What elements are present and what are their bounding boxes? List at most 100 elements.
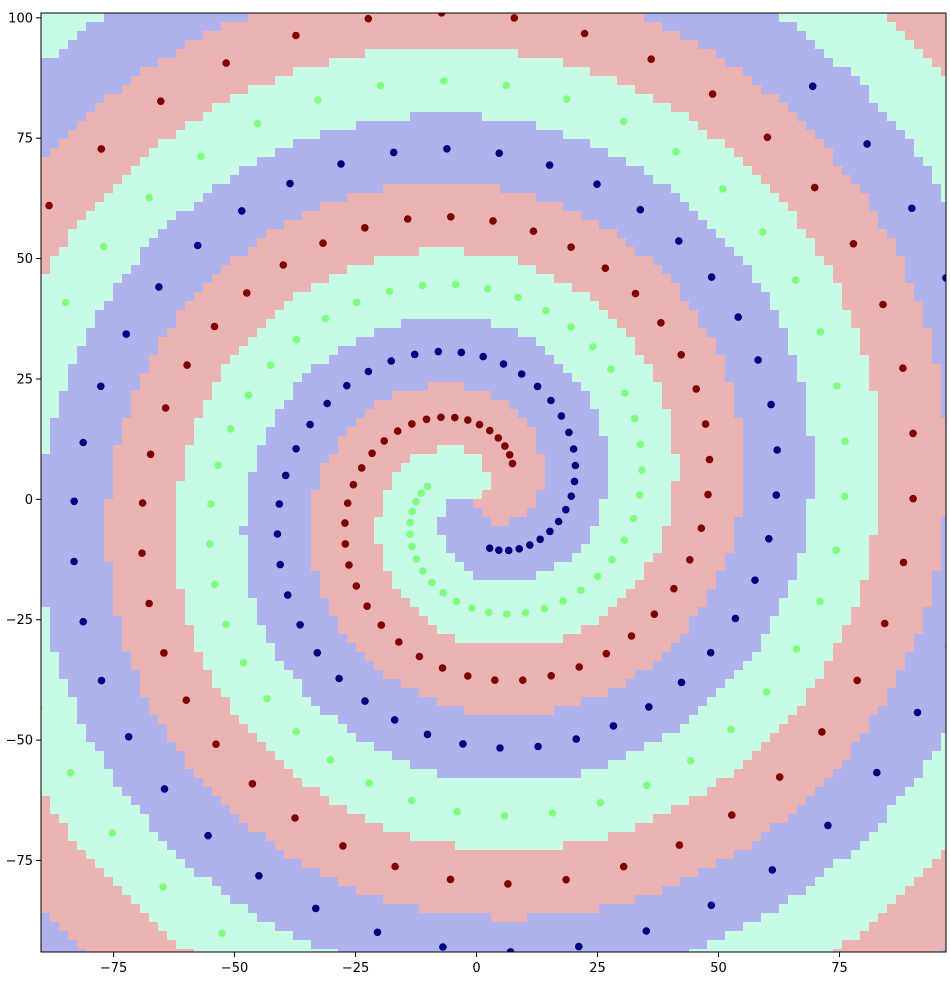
region-cell [266, 310, 276, 320]
region-cell [482, 94, 492, 104]
region-cell [428, 301, 438, 311]
region-cell [590, 76, 600, 86]
region-cell [680, 400, 690, 410]
region-cell [230, 454, 240, 464]
region-cell [473, 454, 483, 464]
region-cell [185, 103, 195, 113]
region-cell [590, 85, 600, 95]
region-cell [383, 112, 393, 122]
region-cell [905, 130, 915, 140]
region-cell [194, 13, 204, 23]
region-cell [239, 157, 249, 167]
region-cell [338, 265, 348, 275]
region-cell [788, 22, 798, 32]
region-cell [266, 346, 276, 356]
region-cell [896, 337, 906, 347]
region-cell [410, 229, 420, 239]
region-cell [887, 274, 897, 284]
region-cell [104, 148, 114, 158]
region-cell [635, 85, 645, 95]
region-cell [185, 247, 195, 257]
region-cell [716, 175, 726, 185]
region-cell [86, 310, 96, 320]
region-cell [50, 112, 60, 122]
region-cell [518, 175, 528, 185]
region-cell [50, 373, 60, 383]
region-cell [293, 373, 303, 383]
region-cell [455, 220, 465, 230]
region-cell [914, 121, 924, 131]
region-cell [86, 400, 96, 410]
region-cell [545, 229, 555, 239]
region-cell [734, 31, 744, 41]
region-cell [149, 103, 159, 113]
region-cell [230, 382, 240, 392]
region-cell [860, 247, 870, 257]
region-cell [779, 427, 789, 437]
region-cell [176, 229, 186, 239]
region-cell [563, 364, 573, 374]
region-cell [869, 382, 879, 392]
region-cell [419, 13, 429, 23]
region-cell [599, 319, 609, 329]
region-cell [869, 427, 879, 437]
region-cell [725, 193, 735, 203]
region-cell [203, 22, 213, 32]
region-cell [923, 238, 933, 248]
region-cell [212, 355, 222, 365]
region-cell [914, 31, 924, 41]
region-cell [437, 454, 447, 464]
region-cell [932, 355, 942, 365]
region-cell [293, 436, 303, 446]
region-cell [212, 301, 222, 311]
region-cell [455, 67, 465, 77]
region-cell [392, 130, 402, 140]
region-cell [671, 202, 681, 212]
region-cell [185, 148, 195, 158]
region-cell [374, 292, 384, 302]
region-cell [113, 121, 123, 131]
region-cell [770, 40, 780, 50]
region-cell [320, 157, 330, 167]
region-cell [914, 67, 924, 77]
region-cell [626, 436, 636, 446]
region-cell [536, 256, 546, 266]
region-cell [68, 40, 78, 50]
region-cell [590, 121, 600, 131]
region-cell [824, 175, 834, 185]
region-cell [527, 283, 537, 293]
region-cell [770, 427, 780, 437]
region-cell [914, 22, 924, 32]
region-cell [653, 202, 663, 212]
region-cell [329, 31, 339, 41]
region-cell [491, 76, 501, 86]
region-cell [203, 31, 213, 41]
region-cell [545, 346, 555, 356]
region-cell [77, 238, 87, 248]
region-cell [194, 427, 204, 437]
region-cell [59, 256, 69, 266]
region-cell [239, 193, 249, 203]
region-cell [770, 193, 780, 203]
region-cell [707, 193, 717, 203]
region-cell [635, 13, 645, 23]
region-cell [320, 229, 330, 239]
region-cell [248, 22, 258, 32]
region-cell [878, 13, 888, 23]
region-cell [311, 265, 321, 275]
region-cell [509, 238, 519, 248]
region-cell [401, 346, 411, 356]
region-cell [176, 139, 186, 149]
region-cell [491, 274, 501, 284]
region-cell [320, 355, 330, 365]
region-cell [572, 382, 582, 392]
region-cell [887, 94, 897, 104]
region-cell [914, 148, 924, 158]
region-cell [176, 85, 186, 95]
region-cell [743, 58, 753, 68]
region-cell [527, 85, 537, 95]
region-cell [59, 445, 69, 455]
region-cell [104, 85, 114, 95]
region-cell [275, 301, 285, 311]
region-cell [401, 112, 411, 122]
